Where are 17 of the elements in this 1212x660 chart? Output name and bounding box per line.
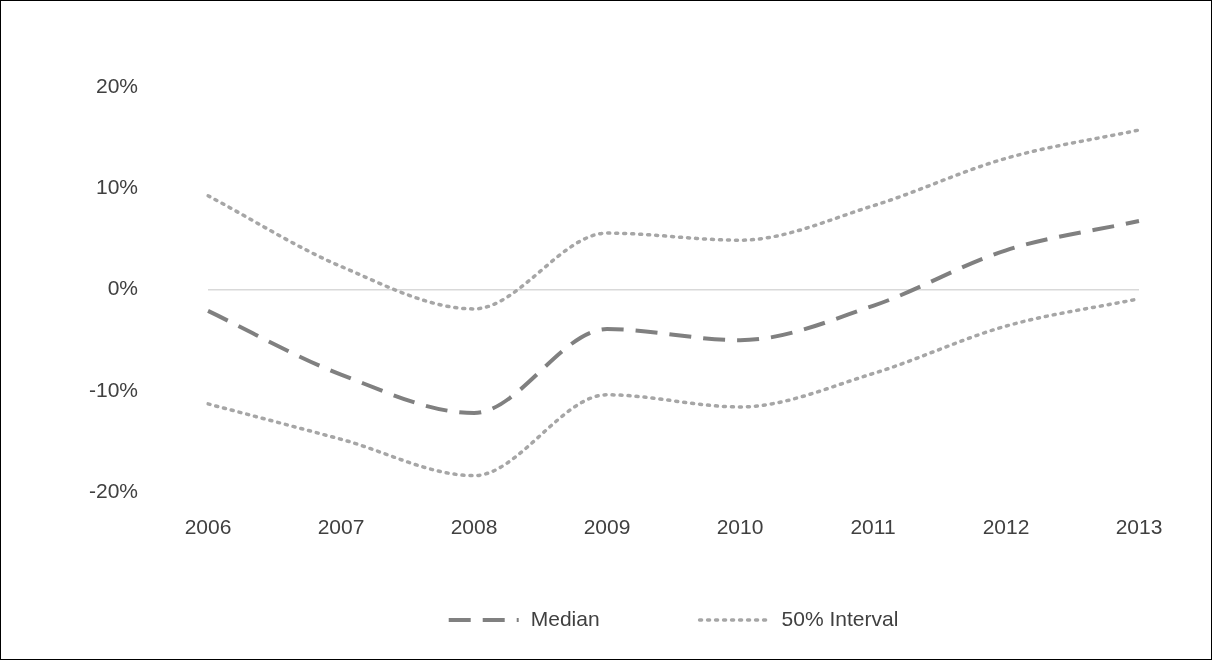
line-series — [206, 128, 1141, 311]
legend-label: 50% Interval — [781, 606, 899, 630]
y-tick-label: 10% — [95, 175, 139, 199]
y-tick-label: 20% — [95, 74, 139, 98]
legend-label: Median — [530, 606, 600, 630]
y-tick-label: -20% — [88, 478, 139, 502]
x-tick-label: 2006 — [184, 515, 232, 539]
x-tick-label: 2012 — [982, 515, 1030, 539]
x-tick-label: 2011 — [850, 515, 896, 539]
y-tick-label: 0% — [107, 276, 139, 300]
x-tick-label: 2010 — [716, 515, 764, 539]
x-tick-label: 2013 — [1115, 515, 1163, 539]
y-tick-label: -10% — [88, 377, 139, 401]
line-series — [206, 218, 1141, 415]
x-tick-label: 2007 — [317, 515, 365, 539]
x-tick-label: 2008 — [450, 515, 498, 539]
x-tick-label: 2009 — [583, 515, 631, 539]
